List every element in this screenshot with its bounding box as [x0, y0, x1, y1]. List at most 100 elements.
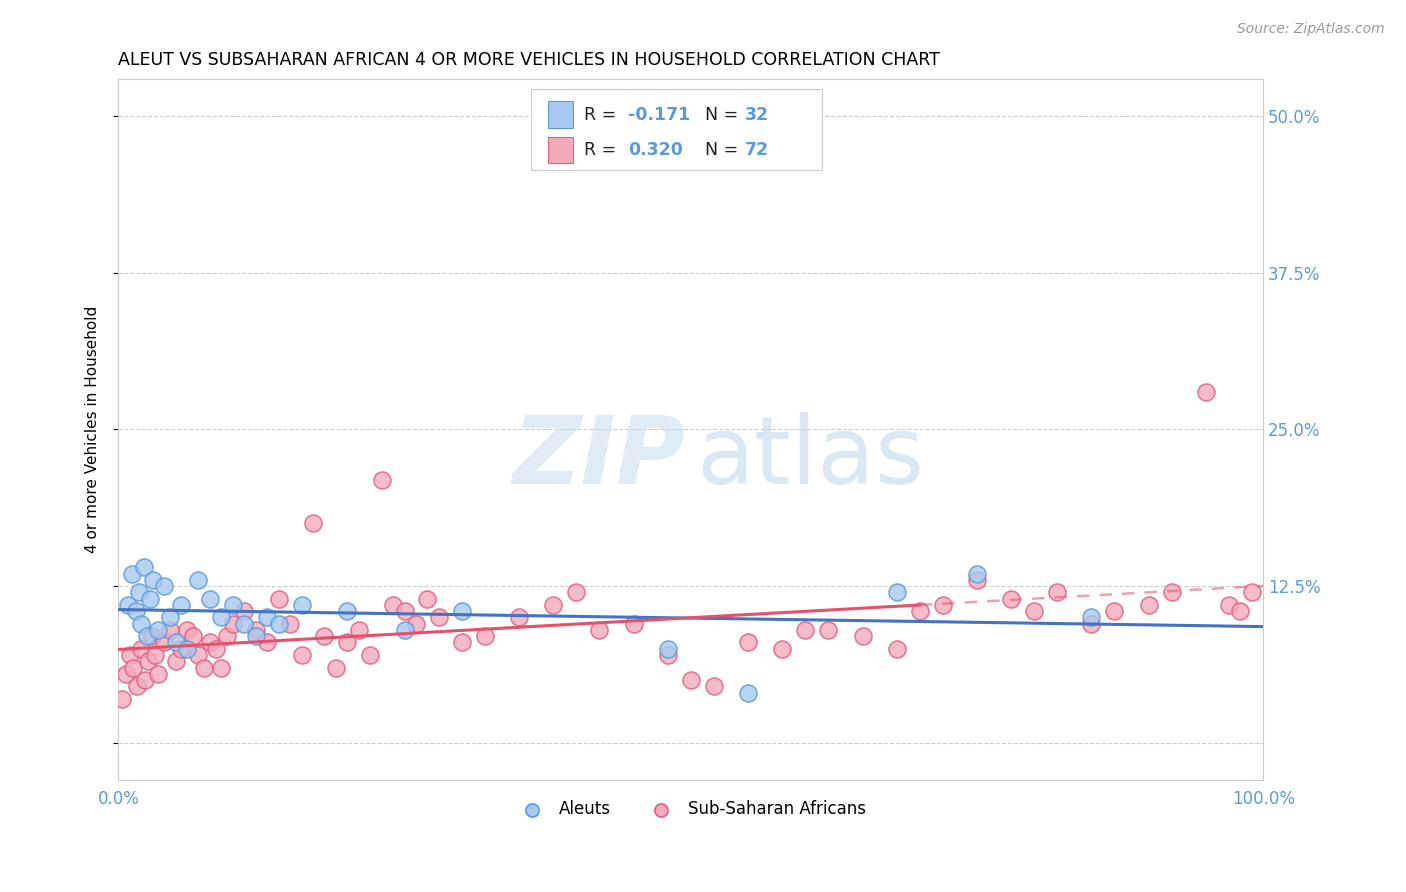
Point — [657, 641, 679, 656]
Point — [565, 585, 588, 599]
Point — [1229, 604, 1251, 618]
Point — [359, 648, 381, 662]
Point — [142, 573, 165, 587]
Point — [382, 598, 405, 612]
Point — [737, 635, 759, 649]
Point — [302, 516, 325, 531]
Point — [657, 648, 679, 662]
Point — [176, 641, 198, 656]
Point — [187, 573, 209, 587]
Point — [1195, 384, 1218, 399]
Point — [314, 629, 336, 643]
Point — [111, 691, 134, 706]
Point — [1160, 585, 1182, 599]
Point — [267, 616, 290, 631]
Point — [129, 641, 152, 656]
Point — [222, 616, 245, 631]
Point — [136, 654, 159, 668]
Point — [170, 641, 193, 656]
Point — [1137, 598, 1160, 612]
Point — [405, 616, 427, 631]
Point — [347, 623, 370, 637]
Text: ZIP: ZIP — [512, 411, 685, 503]
Text: N =: N = — [704, 106, 744, 124]
Point — [124, 604, 146, 618]
Point — [1218, 598, 1240, 612]
Point — [129, 616, 152, 631]
Point — [245, 629, 267, 643]
Point — [427, 610, 450, 624]
Point — [336, 635, 359, 649]
Point — [165, 635, 187, 649]
Point — [1080, 616, 1102, 631]
Point — [233, 604, 256, 618]
Point — [851, 629, 873, 643]
Point — [139, 591, 162, 606]
Text: R =: R = — [585, 106, 621, 124]
Point — [170, 598, 193, 612]
Point — [1046, 585, 1069, 599]
Point — [1240, 585, 1263, 599]
Point — [794, 623, 817, 637]
Point — [679, 673, 702, 687]
Text: R =: R = — [585, 141, 621, 159]
Point — [966, 566, 988, 581]
Point — [1000, 591, 1022, 606]
Point — [217, 629, 239, 643]
Point — [153, 635, 176, 649]
Point — [267, 591, 290, 606]
Point — [508, 610, 530, 624]
Point — [143, 648, 166, 662]
Text: N =: N = — [704, 141, 744, 159]
Point — [416, 591, 439, 606]
Text: 72: 72 — [745, 141, 769, 159]
Text: ALEUT VS SUBSAHARAN AFRICAN 4 OR MORE VEHICLES IN HOUSEHOLD CORRELATION CHART: ALEUT VS SUBSAHARAN AFRICAN 4 OR MORE VE… — [118, 51, 941, 69]
Point — [290, 648, 312, 662]
Point — [245, 623, 267, 637]
Point — [770, 641, 793, 656]
Point — [931, 598, 953, 612]
Text: atlas: atlas — [696, 411, 925, 503]
Point — [588, 623, 610, 637]
Point — [370, 473, 392, 487]
Point — [886, 585, 908, 599]
Point — [450, 604, 472, 618]
Point — [474, 629, 496, 643]
Point — [128, 585, 150, 599]
Point — [141, 629, 163, 643]
Point — [966, 573, 988, 587]
Point — [1080, 610, 1102, 624]
Point — [176, 623, 198, 637]
Point — [198, 591, 221, 606]
FancyBboxPatch shape — [548, 102, 572, 128]
Point — [148, 623, 170, 637]
Point — [908, 604, 931, 618]
Point — [278, 616, 301, 631]
Text: -0.171: -0.171 — [628, 106, 690, 124]
Legend: Aleuts, Sub-Saharan Africans: Aleuts, Sub-Saharan Africans — [509, 793, 873, 824]
Point — [209, 610, 232, 624]
Text: 0.320: 0.320 — [628, 141, 683, 159]
Point — [132, 560, 155, 574]
Point — [204, 641, 226, 656]
FancyBboxPatch shape — [548, 136, 572, 163]
Point — [256, 635, 278, 649]
Point — [256, 610, 278, 624]
Point — [122, 660, 145, 674]
Point — [148, 666, 170, 681]
Point — [193, 660, 215, 674]
Point — [336, 604, 359, 618]
Point — [153, 579, 176, 593]
Point — [115, 666, 138, 681]
Point — [181, 629, 204, 643]
Point — [187, 648, 209, 662]
Point — [125, 679, 148, 693]
Point — [450, 635, 472, 649]
FancyBboxPatch shape — [530, 89, 823, 169]
Point — [222, 598, 245, 612]
Point — [165, 654, 187, 668]
Point — [1104, 604, 1126, 618]
Point — [198, 635, 221, 649]
Point — [233, 616, 256, 631]
Point — [325, 660, 347, 674]
